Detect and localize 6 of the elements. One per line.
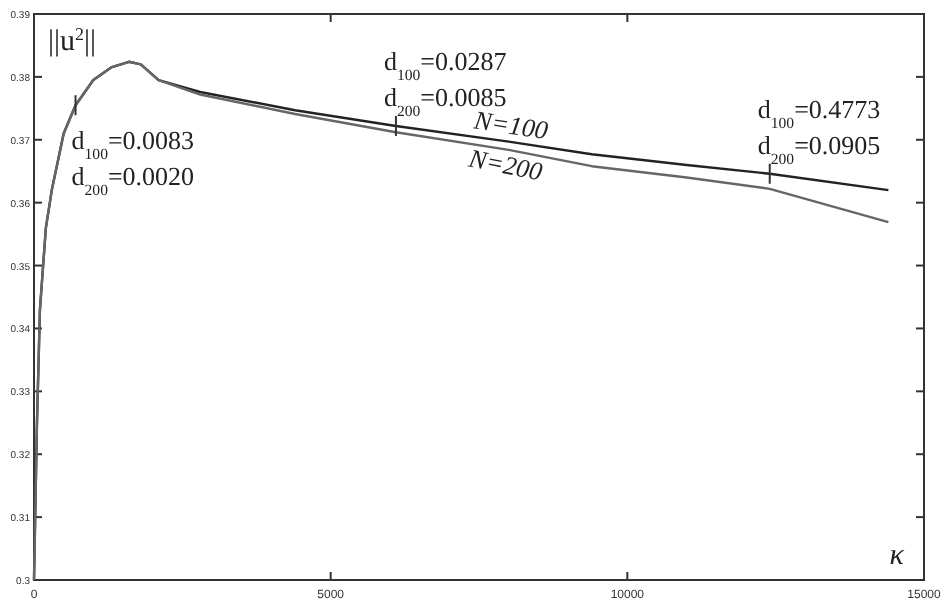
text: N=200 [464, 142, 546, 187]
y-axis-title: ||u$^{2}$|| [48, 24, 97, 58]
x-axis-title: κ [889, 540, 906, 572]
annotation: d$_{100}$=0.4773 d$_{200}$=0.0905 [757, 93, 881, 167]
text: N=100 [470, 104, 551, 146]
annotation: d$_{100}$=0.0083 d$_{200}$=0.0020 [71, 125, 195, 199]
